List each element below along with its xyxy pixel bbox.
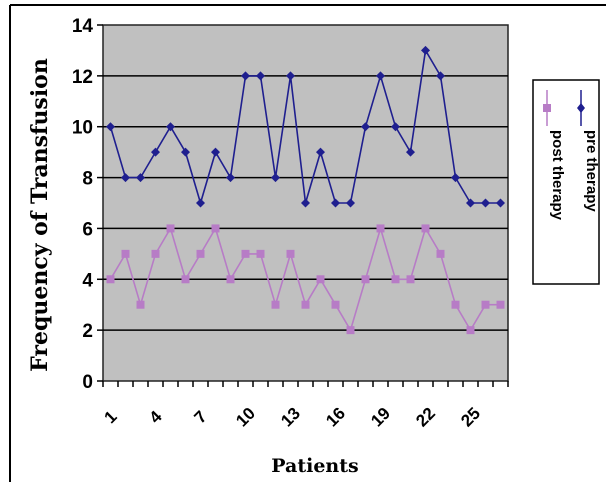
point-post-therapy — [181, 275, 190, 284]
point-pre-therapy — [301, 198, 310, 208]
y-axis-title: Frequency of Transfusion — [27, 58, 53, 372]
y-tick-label: 4 — [82, 270, 93, 291]
point-post-therapy — [436, 249, 445, 258]
point-pre-therapy — [196, 198, 205, 208]
point-post-therapy — [451, 300, 460, 309]
y-tick-label: 14 — [72, 16, 94, 37]
point-post-therapy — [241, 249, 250, 258]
point-pre-therapy — [376, 71, 385, 81]
point-post-therapy — [391, 275, 400, 284]
point-pre-therapy — [151, 147, 160, 157]
point-post-therapy — [286, 249, 295, 258]
point-post-therapy — [346, 326, 355, 335]
x-axis-ticks: 1 4 7 10 13 16 19 22 25 — [101, 381, 509, 431]
point-post-therapy — [406, 275, 415, 284]
point-pre-therapy — [391, 122, 400, 132]
point-post-therapy — [271, 300, 280, 309]
point-pre-therapy — [256, 71, 265, 81]
x-axis-title: Patients — [271, 455, 358, 477]
x-tick-label: 16 — [322, 404, 349, 431]
point-pre-therapy — [136, 173, 145, 183]
legend: pre therapy post therapy — [532, 79, 600, 285]
point-post-therapy — [106, 275, 115, 284]
point-post-therapy — [226, 275, 235, 284]
y-tick-label: 12 — [72, 67, 93, 88]
y-tick-label: 8 — [82, 169, 93, 190]
x-tick-label: 13 — [277, 404, 304, 431]
x-tick-label: 25 — [457, 404, 484, 431]
x-tick-label: 19 — [367, 404, 394, 431]
x-tick-label: 4 — [146, 407, 167, 428]
point-post-therapy — [136, 300, 145, 309]
point-pre-therapy — [316, 147, 325, 157]
point-pre-therapy — [121, 173, 130, 183]
point-post-therapy — [481, 300, 490, 309]
y-tick-label: 2 — [82, 321, 93, 342]
point-post-therapy — [166, 224, 175, 233]
point-post-therapy — [301, 300, 310, 309]
point-pre-therapy — [271, 173, 280, 183]
point-post-therapy — [256, 249, 265, 258]
point-post-therapy — [151, 249, 160, 258]
point-post-therapy — [421, 224, 430, 233]
point-pre-therapy — [181, 147, 190, 157]
y-tick-label: 6 — [82, 219, 93, 240]
point-pre-therapy — [241, 71, 250, 81]
y-tick-label: 10 — [72, 118, 93, 139]
point-pre-therapy — [106, 122, 115, 132]
point-pre-therapy — [451, 173, 460, 183]
point-pre-therapy — [436, 71, 445, 81]
series-group — [106, 45, 505, 335]
point-pre-therapy — [481, 198, 490, 208]
x-tick-label: 1 — [101, 407, 121, 427]
point-pre-therapy — [286, 71, 295, 81]
legend-entry-pre-therapy: pre therapy — [577, 90, 600, 212]
point-post-therapy — [466, 326, 475, 335]
point-post-therapy — [121, 249, 130, 258]
legend-post-marker — [543, 104, 551, 112]
point-pre-therapy — [211, 147, 220, 157]
point-pre-therapy — [166, 122, 175, 132]
point-pre-therapy — [361, 122, 370, 132]
legend-pre-label: pre therapy — [583, 130, 600, 212]
point-post-therapy — [331, 300, 340, 309]
x-tick-label: 7 — [191, 407, 211, 427]
point-post-therapy — [196, 249, 205, 258]
point-pre-therapy — [406, 147, 415, 157]
point-pre-therapy — [421, 45, 430, 55]
x-tick-label: 10 — [232, 404, 259, 431]
x-tick-label: 22 — [412, 404, 439, 431]
point-post-therapy — [211, 224, 220, 233]
legend-post-label: post therapy — [549, 130, 566, 221]
legend-pre-marker — [577, 103, 585, 113]
y-tick-label: 0 — [82, 372, 93, 393]
point-pre-therapy — [226, 173, 235, 183]
y-axis-ticks: 0 2 4 6 8 10 12 14 — [72, 16, 103, 393]
legend-entry-post-therapy: post therapy — [543, 90, 566, 221]
point-pre-therapy — [331, 198, 340, 208]
legend-box — [532, 79, 600, 285]
point-pre-therapy — [496, 198, 505, 208]
point-pre-therapy — [466, 198, 475, 208]
point-post-therapy — [376, 224, 385, 233]
point-post-therapy — [496, 300, 505, 309]
point-pre-therapy — [346, 198, 355, 208]
point-post-therapy — [316, 275, 325, 284]
point-post-therapy — [361, 275, 370, 284]
